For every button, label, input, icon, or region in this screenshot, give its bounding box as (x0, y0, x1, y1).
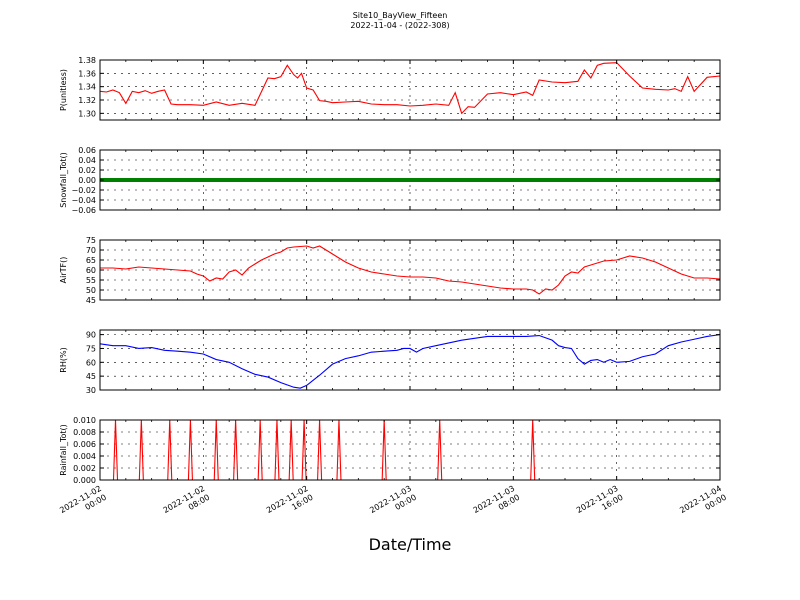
y-tick-label: 0.00 (78, 176, 96, 185)
y-tick-label: 55 (86, 276, 96, 285)
y-tick-label: 1.34 (78, 83, 96, 92)
series-line (99, 62, 721, 115)
y-axis-label: RH(%) (59, 347, 68, 372)
y-tick-label: 0.04 (78, 156, 96, 165)
y-tick-label: −0.04 (71, 196, 96, 205)
x-tick-labels: 2022-11-0200:00 2022-11-0208:00 2022-11-02… (58, 484, 728, 524)
y-tick-label: −0.02 (71, 186, 96, 195)
series-line (100, 245, 721, 295)
y-tick-label: 0.010 (73, 416, 96, 425)
y-tick-label: 1.30 (78, 109, 96, 118)
y-axis-label: AirTF() (59, 257, 68, 284)
y-tick-label: 75 (86, 236, 96, 245)
y-tick-label: 0.006 (73, 440, 96, 449)
y-tick-label: 0.002 (73, 464, 96, 473)
series-line (99, 334, 721, 389)
chart-title: Site10_BayView_Fifteen (353, 11, 448, 20)
x-tick-label: 2022-11-0300:00 (368, 484, 418, 524)
x-tick-label: 2022-11-0308:00 (472, 484, 522, 524)
y-tick-label: −0.06 (71, 206, 96, 215)
y-axis-label: Rainfall_Tot() (59, 424, 68, 476)
x-tick-label: 2022-11-0316:00 (575, 484, 625, 524)
y-tick-label: 1.36 (78, 69, 96, 78)
x-axis-label: Date/Time (369, 535, 452, 554)
y-tick-label: 0.06 (78, 146, 96, 155)
y-tick-label: 60 (86, 266, 96, 275)
y-tick-label: 45 (86, 296, 96, 305)
panel-5: 0.000 0.002 0.004 0.006 0.008 0.010 Rainfall_T… (59, 416, 721, 485)
y-tick-label: 0.02 (78, 166, 96, 175)
y-tick-label: 0.000 (73, 476, 96, 485)
y-axis-label: P(unitless) (59, 69, 68, 111)
y-tick-label: 0.004 (73, 452, 96, 461)
y-tick-label: 75 (86, 344, 96, 353)
y-tick-label: 1.38 (78, 56, 96, 65)
y-tick-label: 30 (86, 386, 96, 395)
x-tick-label: 2022-11-0400:00 (678, 484, 728, 524)
y-tick-label: 1.32 (78, 96, 96, 105)
y-axis-label: Snowfall_Tot() (59, 152, 68, 208)
chart-subtitle: 2022-11-04 - (2022-308) (350, 21, 449, 30)
y-tick-label: 0.008 (73, 428, 96, 437)
y-tick-label: 60 (86, 358, 96, 367)
x-tick-label: 2022-11-0216:00 (265, 484, 315, 524)
y-tick-label: 65 (86, 256, 96, 265)
panel-2: 0.060.040.020.00−0.02−0.04−0.06Snowfall_… (59, 146, 721, 215)
panel-1: 1.30 1.32 1.34 1.36 1.38 P(unitless) (59, 56, 721, 121)
y-tick-label: 50 (86, 286, 96, 295)
y-tick-label: 45 (86, 372, 96, 381)
chart-panels: 1.301.321.341.361.38P(unitless)0.060.040… (58, 56, 728, 524)
x-tick-label: 2022-11-0208:00 (162, 484, 212, 524)
x-tick-label: 2022-11-0200:00 (58, 484, 108, 524)
panel-4: 30 45 60 75 90 RH(%) (59, 329, 721, 395)
y-tick-label: 70 (86, 246, 96, 255)
y-tick-label: 90 (86, 331, 96, 340)
